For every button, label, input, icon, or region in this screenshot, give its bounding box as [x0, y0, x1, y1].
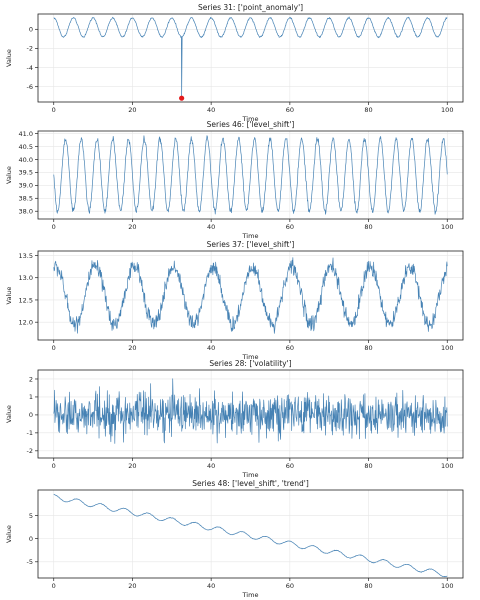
- x-tick-label: 80: [364, 106, 372, 114]
- x-tick-label: 20: [128, 344, 136, 352]
- y-axis-label: Value: [5, 287, 13, 305]
- y-tick-label: 40.0: [19, 156, 33, 164]
- x-tick-label: 60: [286, 582, 294, 590]
- y-tick-label: 2: [29, 375, 33, 383]
- x-tick-label: 100: [441, 344, 453, 352]
- x-tick-label: 60: [286, 462, 294, 470]
- y-tick-label: 13.5: [19, 252, 33, 260]
- y-tick-label: 0: [29, 535, 33, 543]
- y-tick-label: 13.0: [19, 274, 33, 282]
- y-tick-label: 41.0: [19, 130, 33, 138]
- x-tick-label: 80: [364, 462, 372, 470]
- x-tick-label: 20: [128, 462, 136, 470]
- x-axis-label: Time: [242, 591, 259, 599]
- y-tick-label: 0: [29, 26, 33, 34]
- y-tick-label: -2: [27, 45, 33, 53]
- series-line: [53, 378, 448, 444]
- x-tick-label: 100: [441, 223, 453, 231]
- y-tick-label: 38.0: [19, 208, 33, 216]
- x-tick-label: 40: [207, 344, 215, 352]
- y-axis-label: Value: [5, 525, 13, 543]
- chart-title: Series 46: ['level_shift']: [207, 120, 295, 129]
- chart-title: Series 48: ['level_shift', 'trend']: [192, 479, 309, 488]
- x-axis-label: Time: [242, 232, 259, 240]
- plot-frame: [37, 130, 464, 220]
- x-tick-label: 100: [441, 582, 453, 590]
- y-axis-label: Value: [5, 405, 13, 423]
- x-tick-label: 80: [364, 344, 372, 352]
- y-tick-label: 12.5: [19, 296, 33, 304]
- anomaly-point: [179, 95, 185, 101]
- x-tick-label: 80: [364, 223, 372, 231]
- x-tick-label: 0: [52, 106, 56, 114]
- x-tick-label: 20: [128, 106, 136, 114]
- y-tick-label: -5: [27, 558, 33, 566]
- y-tick-label: 39.5: [19, 169, 33, 177]
- series-line: [53, 16, 448, 99]
- chart-panel: 0 20 40 60 80 100 38.0 38.5 39.0 39.5 40.0 40.5 41.0…: [5, 120, 464, 240]
- plot-frame: [37, 13, 464, 103]
- y-axis-label: Value: [5, 166, 13, 184]
- y-tick-label: 5: [29, 512, 33, 520]
- y-tick-label: 38.5: [19, 195, 33, 203]
- x-tick-label: 100: [441, 462, 453, 470]
- plot-frame: [37, 369, 464, 459]
- chart-panel: 0 20 40 60 80 100 -5 0 5 Series 48: ['level_shift…: [5, 479, 464, 599]
- x-tick-label: 40: [207, 106, 215, 114]
- x-tick-label: 100: [441, 106, 453, 114]
- y-tick-label: -4: [27, 64, 33, 72]
- x-tick-label: 80: [364, 582, 372, 590]
- x-tick-label: 20: [128, 223, 136, 231]
- plot-frame: [37, 489, 464, 579]
- x-tick-label: 0: [52, 582, 56, 590]
- x-tick-label: 40: [207, 462, 215, 470]
- y-tick-label: 0: [29, 411, 33, 419]
- y-axis-label: Value: [5, 49, 13, 67]
- x-tick-label: 0: [52, 223, 56, 231]
- y-tick-label: -2: [27, 447, 33, 455]
- x-tick-label: 0: [52, 344, 56, 352]
- y-tick-label: 12.0: [19, 319, 33, 327]
- y-tick-label: -6: [27, 83, 33, 91]
- chart-title: Series 31: ['point_anomaly']: [198, 3, 303, 12]
- chart-panel: 0 20 40 60 80 100 0 -2 -4 -6 Series 31: ['point_an…: [5, 3, 464, 123]
- y-tick-label: -1: [27, 429, 33, 437]
- series-line: [53, 135, 448, 215]
- plot-frame: [37, 250, 464, 341]
- chart-panel: 0 20 40 60 80 100 12.0 12.5 13.0 13.5 Series 37: […: [5, 240, 464, 361]
- x-tick-label: 0: [52, 462, 56, 470]
- y-tick-label: 39.0: [19, 182, 33, 190]
- y-tick-label: 40.5: [19, 143, 33, 151]
- x-tick-label: 60: [286, 106, 294, 114]
- chart-title: Series 28: ['volatility']: [209, 359, 291, 368]
- x-tick-label: 20: [128, 582, 136, 590]
- series-line: [53, 257, 448, 334]
- y-tick-label: 1: [29, 393, 33, 401]
- series-line: [53, 494, 448, 578]
- chart-title: Series 37: ['level_shift']: [207, 240, 295, 249]
- x-tick-label: 40: [207, 223, 215, 231]
- chart-panel: 0 20 40 60 80 100 -2 -1 0 1 2 Series 28: ['volatili…: [5, 359, 464, 479]
- x-tick-label: 40: [207, 582, 215, 590]
- x-axis-label: Time: [242, 353, 259, 361]
- x-tick-label: 60: [286, 223, 294, 231]
- x-axis-label: Time: [242, 115, 259, 123]
- x-tick-label: 60: [286, 344, 294, 352]
- x-axis-label: Time: [242, 471, 259, 479]
